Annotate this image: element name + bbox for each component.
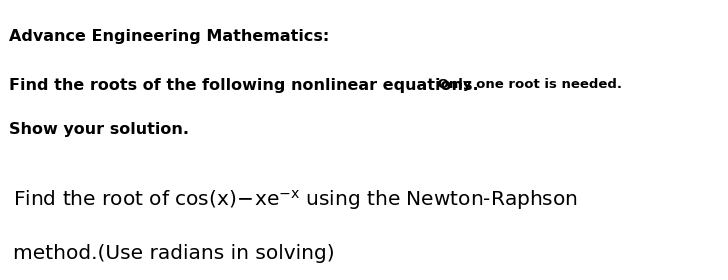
Text: Show your solution.: Show your solution. — [9, 122, 189, 137]
Text: Only one root is needed.: Only one root is needed. — [433, 78, 622, 91]
Text: method.(Use radians in solving): method.(Use radians in solving) — [13, 244, 335, 263]
Text: Advance Engineering Mathematics:: Advance Engineering Mathematics: — [9, 29, 330, 45]
Text: Find the roots of the following nonlinear equations.: Find the roots of the following nonlinea… — [9, 78, 479, 94]
Text: Find the root of $\mathregular{cos(x)\!-\!xe^{-x}}$ using the Newton-Raphson: Find the root of $\mathregular{cos(x)\!-… — [13, 188, 578, 212]
